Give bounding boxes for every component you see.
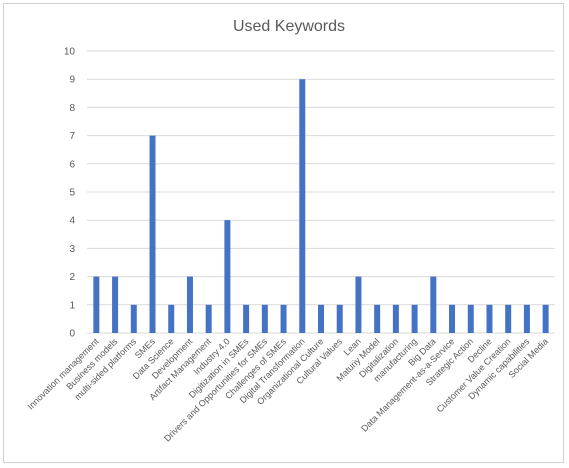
bar (131, 305, 137, 333)
bar (243, 305, 249, 333)
y-tick-label: 9 (69, 75, 75, 86)
bar (543, 305, 549, 333)
bar (430, 277, 436, 333)
bar (393, 305, 399, 333)
y-tick-label: 8 (69, 103, 75, 114)
y-tick-label: 0 (69, 329, 75, 340)
bar (224, 220, 230, 333)
bar (318, 305, 324, 333)
y-tick-label: 7 (69, 131, 75, 142)
bar (299, 79, 305, 333)
bar (262, 305, 268, 333)
bar (486, 305, 492, 333)
y-tick-label: 4 (69, 216, 75, 227)
bar (168, 305, 174, 333)
x-tick-label: Innovation management (25, 336, 101, 412)
y-tick-label: 6 (69, 159, 75, 170)
y-tick-label: 2 (69, 272, 75, 283)
bar-chart: Used Keywords 0 1 2 3 4 5 6 7 8 9 10 Innovation ma… (4, 4, 565, 464)
bar (374, 305, 380, 333)
gridlines (87, 51, 555, 333)
chart-title: Used Keywords (233, 18, 345, 35)
bar (505, 305, 511, 333)
y-tick-label: 1 (69, 300, 75, 311)
bar (449, 305, 455, 333)
y-tick-label: 5 (69, 188, 75, 199)
bar (93, 277, 99, 333)
bars (93, 79, 548, 333)
bar (412, 305, 418, 333)
bar (524, 305, 530, 333)
bar (187, 277, 193, 333)
bar (468, 305, 474, 333)
chart-frame: Used Keywords 0 1 2 3 4 5 6 7 8 9 10 Innovation ma… (3, 3, 564, 463)
y-axis-ticks: 0 1 2 3 4 5 6 7 8 9 10 (64, 47, 76, 340)
bar (337, 305, 343, 333)
y-tick-label: 10 (64, 47, 76, 58)
y-tick-label: 3 (69, 244, 75, 255)
bar (206, 305, 212, 333)
bar (150, 136, 156, 333)
bar (355, 277, 361, 333)
bar (281, 305, 287, 333)
bar (112, 277, 118, 333)
